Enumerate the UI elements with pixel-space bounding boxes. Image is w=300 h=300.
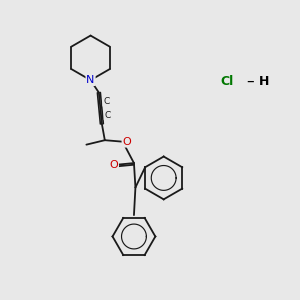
Text: –: – bbox=[246, 74, 254, 89]
Text: C: C bbox=[103, 97, 110, 106]
Text: O: O bbox=[110, 160, 118, 170]
Text: H: H bbox=[259, 75, 270, 88]
Text: C: C bbox=[104, 111, 111, 120]
Text: Cl: Cl bbox=[221, 75, 234, 88]
Text: N: N bbox=[86, 75, 95, 85]
Text: O: O bbox=[122, 137, 131, 147]
